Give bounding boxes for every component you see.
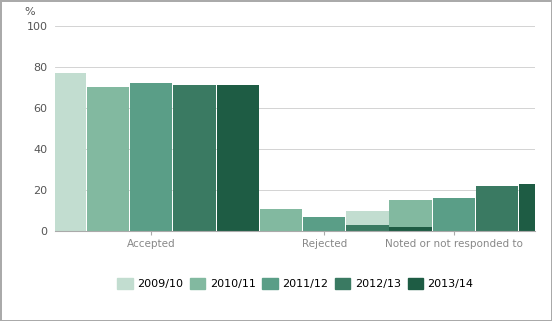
Bar <box>216 213 259 231</box>
Bar <box>346 211 389 231</box>
Text: %: % <box>24 7 35 17</box>
Bar <box>260 209 302 231</box>
Bar <box>173 85 216 231</box>
Bar <box>519 184 552 231</box>
Bar <box>216 85 259 231</box>
Bar <box>130 83 172 231</box>
Legend: 2009/10, 2010/11, 2011/12, 2012/13, 2013/14: 2009/10, 2010/11, 2011/12, 2012/13, 2013… <box>113 274 478 294</box>
Bar <box>433 198 475 231</box>
Bar <box>346 225 389 231</box>
Bar <box>389 200 432 231</box>
Bar <box>389 227 432 231</box>
Bar <box>87 87 129 231</box>
Bar <box>476 186 518 231</box>
Bar <box>303 217 346 231</box>
Bar <box>44 73 86 231</box>
